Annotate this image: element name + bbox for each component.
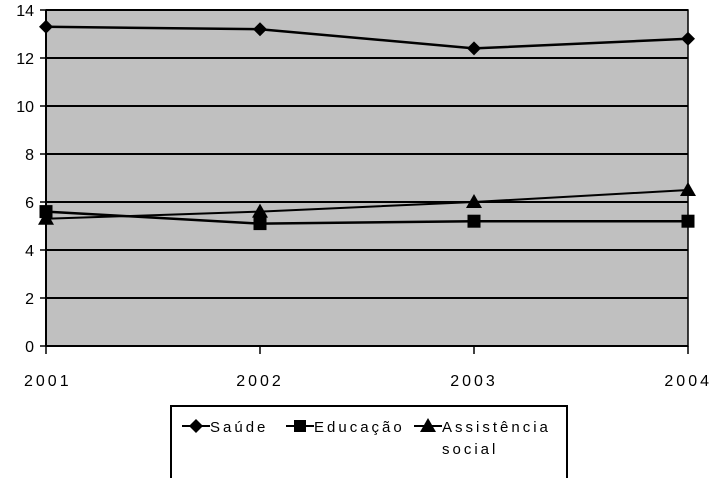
- legend-label-educacao: Educação: [314, 419, 405, 436]
- x-axis-ticks: 2001 2002 2003 2004: [24, 373, 712, 390]
- data-point-triangle: [252, 203, 268, 218]
- y-tick-label: 4: [25, 243, 34, 260]
- triangle-marker-icon: [414, 418, 442, 432]
- data-point-square: [467, 214, 481, 228]
- line-chart: 0 2 4 6 8 10 12 14 2001 2002 2003 2004: [16, 3, 712, 390]
- y-tick-label: 12: [16, 51, 34, 68]
- y-tick-label: 0: [25, 339, 34, 356]
- y-tick-label: 6: [25, 195, 34, 212]
- y-tick-label: 10: [16, 99, 34, 116]
- series-1: [39, 205, 695, 231]
- gridlines: [46, 9, 688, 299]
- data-point-diamond: [467, 41, 481, 56]
- data-point-square: [253, 217, 267, 231]
- diamond-marker-icon: [182, 419, 210, 433]
- y-tick-label: 2: [25, 291, 34, 308]
- data-point-square: [681, 214, 695, 228]
- series-2: [38, 182, 696, 225]
- series-line-1: [45, 210, 688, 225]
- legend-label-saude: Saúde: [210, 419, 269, 436]
- data-point-triangle: [466, 194, 482, 208]
- y-axis-ticks: 0 2 4 6 8 10 12 14: [16, 3, 34, 356]
- x-tick-label: 2002: [236, 373, 284, 390]
- legend-item-saude: Saúde: [182, 417, 268, 439]
- plot-area: [45, 9, 689, 347]
- data-point-diamond: [253, 22, 267, 37]
- legend-label-assistencia-line1: Assistência: [442, 419, 551, 436]
- legend-item-assistencia-social: Assistência social: [414, 417, 551, 461]
- data-point-triangle: [38, 210, 54, 225]
- legend: Saúde Educação Assistência social: [170, 405, 568, 478]
- square-marker-icon: [286, 420, 314, 432]
- legend-item-educacao: Educação: [286, 417, 405, 439]
- y-tick-label: 8: [25, 147, 34, 164]
- x-tick-label: 2004: [664, 373, 712, 390]
- legend-label-assistencia-line2: social: [442, 441, 499, 458]
- series-0: [39, 19, 695, 56]
- series-line-0: [45, 25, 689, 50]
- y-tick-label: 14: [16, 3, 34, 20]
- data-point-diamond: [681, 31, 695, 46]
- axes: [40, 9, 689, 354]
- x-tick-label: 2003: [450, 373, 498, 390]
- series-lines: [38, 19, 696, 231]
- x-tick-label: 2001: [24, 373, 72, 390]
- data-point-triangle: [680, 182, 696, 196]
- series-line-2: [45, 189, 689, 220]
- data-point-diamond: [39, 19, 53, 34]
